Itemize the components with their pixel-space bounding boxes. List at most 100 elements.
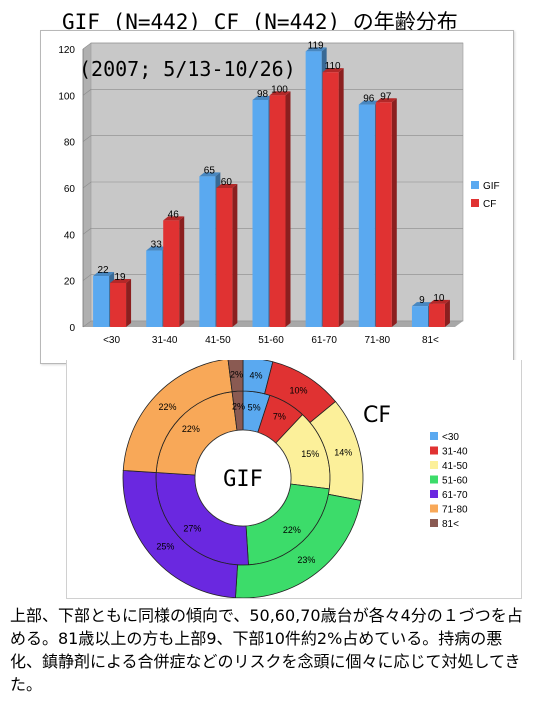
bar-top [322, 68, 344, 73]
data-label: 65 [204, 165, 216, 176]
bar-top [375, 98, 397, 103]
bar-top [163, 216, 185, 221]
bar-top [411, 302, 433, 307]
slice-label: 23% [297, 555, 315, 565]
y-tick-label: 20 [64, 277, 76, 288]
y-tick-label: 120 [58, 45, 75, 56]
data-label: 110 [325, 61, 341, 72]
legend-label: 61-70 [442, 490, 468, 501]
data-label: 98 [257, 89, 269, 100]
bar-side [285, 91, 291, 327]
slice-label: 22% [182, 424, 200, 434]
bar-top [146, 246, 168, 251]
data-label: 100 [271, 84, 288, 95]
bar-cf [375, 102, 392, 328]
y-tick-label: 80 [64, 138, 76, 149]
slice-label: 2% [232, 402, 245, 412]
bar-gif [199, 176, 216, 327]
y-tick-label: 0 [69, 323, 75, 334]
outer-ring-label: CF [363, 403, 391, 428]
bar-top [252, 95, 274, 100]
bar-side [232, 184, 238, 327]
data-label: 19 [115, 272, 127, 283]
slice-label: 4% [249, 370, 262, 380]
bar-side [391, 98, 397, 328]
bar-cf [216, 188, 233, 327]
slice-label: 22% [159, 402, 177, 412]
legend-label: 31-40 [442, 447, 468, 458]
bar-gif [411, 306, 428, 327]
bar-top [269, 91, 291, 96]
slice-label: 27% [183, 524, 201, 534]
slice-label: 2% [230, 370, 243, 380]
x-tick-label: 31-40 [152, 335, 178, 346]
slice-label: 5% [248, 402, 261, 412]
slice-label: 22% [283, 525, 301, 535]
slice-cf [227, 360, 244, 393]
pie-chart: 5% 7% 15% 22% 27% 22% 2% 4% 10% 14% 23% 25% 22% 2% GIF… [66, 360, 522, 599]
legend-swatch [471, 181, 479, 189]
legend-swatch [471, 199, 479, 207]
x-tick-label: 61-70 [311, 335, 337, 346]
bar-cf [428, 303, 445, 327]
legend-label: 71-80 [442, 505, 468, 516]
legend-label: 41-50 [442, 461, 468, 472]
bar-top [428, 299, 450, 304]
data-label: 46 [168, 209, 180, 220]
legend-label: 51-60 [442, 476, 468, 487]
legend-label: 81< [442, 519, 459, 530]
bar-chart-svg: 0 20 40 60 80 100 120 22 19 <30 33 46 31-40 65 60 41-50… [58, 40, 499, 346]
legend-label: CF [483, 199, 496, 210]
bar-gif [358, 104, 375, 327]
x-tick-label: 71-80 [364, 335, 390, 346]
legend-swatch [430, 490, 438, 498]
legend-swatch [430, 446, 438, 455]
legend-swatch [430, 504, 438, 513]
legend-swatch [430, 475, 438, 484]
y-tick-label: 40 [64, 230, 76, 241]
x-tick-label: 81< [422, 335, 439, 346]
pie-chart-svg: 5% 7% 15% 22% 27% 22% 2% 4% 10% 14% 23% 25% 22% 2% GIF… [122, 360, 468, 598]
legend-label: <30 [442, 432, 459, 443]
bar-top [93, 272, 115, 277]
slice-label: 7% [273, 411, 286, 421]
x-tick-label: <30 [103, 335, 120, 346]
gridline [82, 42, 463, 50]
chart-subtitle: (2007; 5/13-10/26) [79, 57, 296, 81]
y-tick-label: 60 [64, 184, 76, 195]
data-label: 33 [151, 240, 163, 251]
slice-label: 15% [301, 449, 319, 459]
slice-label: 10% [289, 386, 307, 396]
data-label: 22 [98, 265, 110, 276]
x-tick-label: 51-60 [258, 335, 284, 346]
x-tick-label: 41-50 [205, 335, 231, 346]
bar-gif [146, 250, 163, 327]
bar-gif [93, 276, 110, 327]
bar-top [305, 47, 327, 52]
y-tick-label: 100 [58, 91, 75, 102]
donut-hole [194, 429, 292, 527]
comment-text: 上部、下部ともに同様の傾向で、50,60,70歳台が各々4分の１づつを占める。8… [10, 606, 523, 694]
slice-label: 14% [334, 447, 352, 457]
slice-label: 25% [156, 541, 174, 551]
bar-cf [163, 220, 180, 327]
data-label: 9 [419, 295, 425, 306]
bar-side [338, 68, 344, 327]
bar-top [358, 100, 380, 105]
inner-ring-label: GIF [223, 467, 263, 492]
legend-swatch [430, 461, 438, 469]
bar-top [216, 184, 238, 188]
data-label: 96 [363, 94, 375, 105]
legend-swatch [430, 519, 438, 527]
legend-swatch [430, 432, 438, 440]
data-label: 10 [433, 293, 445, 304]
bar-cf [110, 282, 127, 327]
bar-side [126, 278, 132, 327]
bar-cf [322, 72, 339, 327]
bar-top [199, 172, 221, 177]
data-label: 119 [308, 40, 324, 51]
bar-side [179, 216, 185, 327]
data-label: 97 [380, 91, 392, 102]
slice-cf [122, 360, 233, 473]
bar-gif [305, 51, 322, 328]
